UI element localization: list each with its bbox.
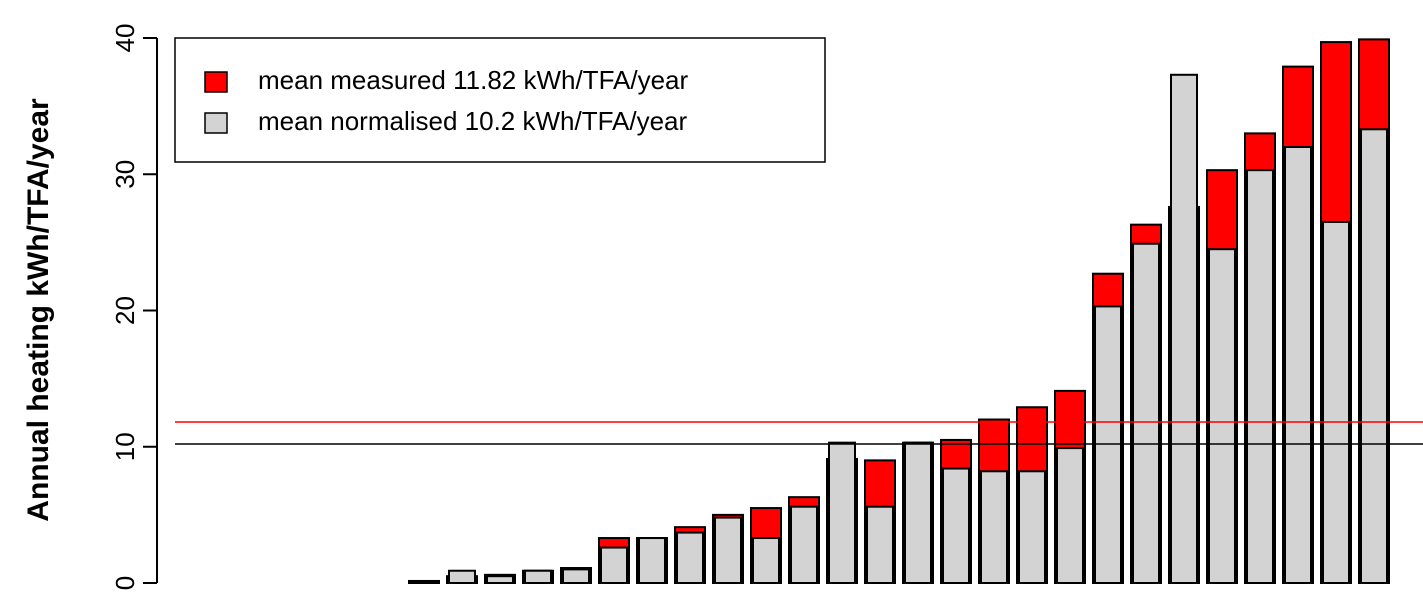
legend-swatch: [204, 112, 228, 134]
legend-label: mean normalised 10.2 kWh/TFA/year: [258, 106, 688, 136]
legend-swatch: [204, 71, 228, 93]
bar: [980, 470, 1008, 584]
bar: [1322, 220, 1350, 584]
bar: [1132, 242, 1160, 585]
bar: [562, 568, 590, 584]
legend-label: mean measured 11.82 kWh/TFA/year: [258, 65, 688, 95]
y-tick-label: 0: [110, 576, 140, 590]
bar: [448, 569, 476, 584]
bar: [1360, 128, 1388, 584]
bar: [676, 531, 704, 585]
bar: [790, 505, 818, 585]
bar: [486, 575, 514, 584]
bar: [638, 537, 666, 584]
bar: [1246, 169, 1274, 584]
bar: [1284, 146, 1312, 584]
bar: [600, 546, 628, 585]
bar: [1208, 248, 1236, 584]
y-tick-label: 20: [110, 296, 140, 325]
bar: [942, 467, 970, 584]
bar: [1056, 447, 1084, 584]
y-tick-label: 10: [110, 432, 140, 461]
bar: [752, 537, 780, 584]
bar: [828, 441, 856, 584]
y-tick-label: 40: [110, 24, 140, 53]
bar: [410, 580, 438, 585]
y-axis-label: Annual heating kWh/TFA/year: [22, 98, 55, 522]
bar: [714, 516, 742, 584]
legend-box: [174, 37, 826, 163]
bar: [524, 569, 552, 584]
y-tick-label: 30: [110, 160, 140, 189]
bar: [1170, 73, 1198, 584]
bar: [904, 441, 932, 584]
bar: [866, 505, 894, 585]
bar: [1018, 470, 1046, 584]
